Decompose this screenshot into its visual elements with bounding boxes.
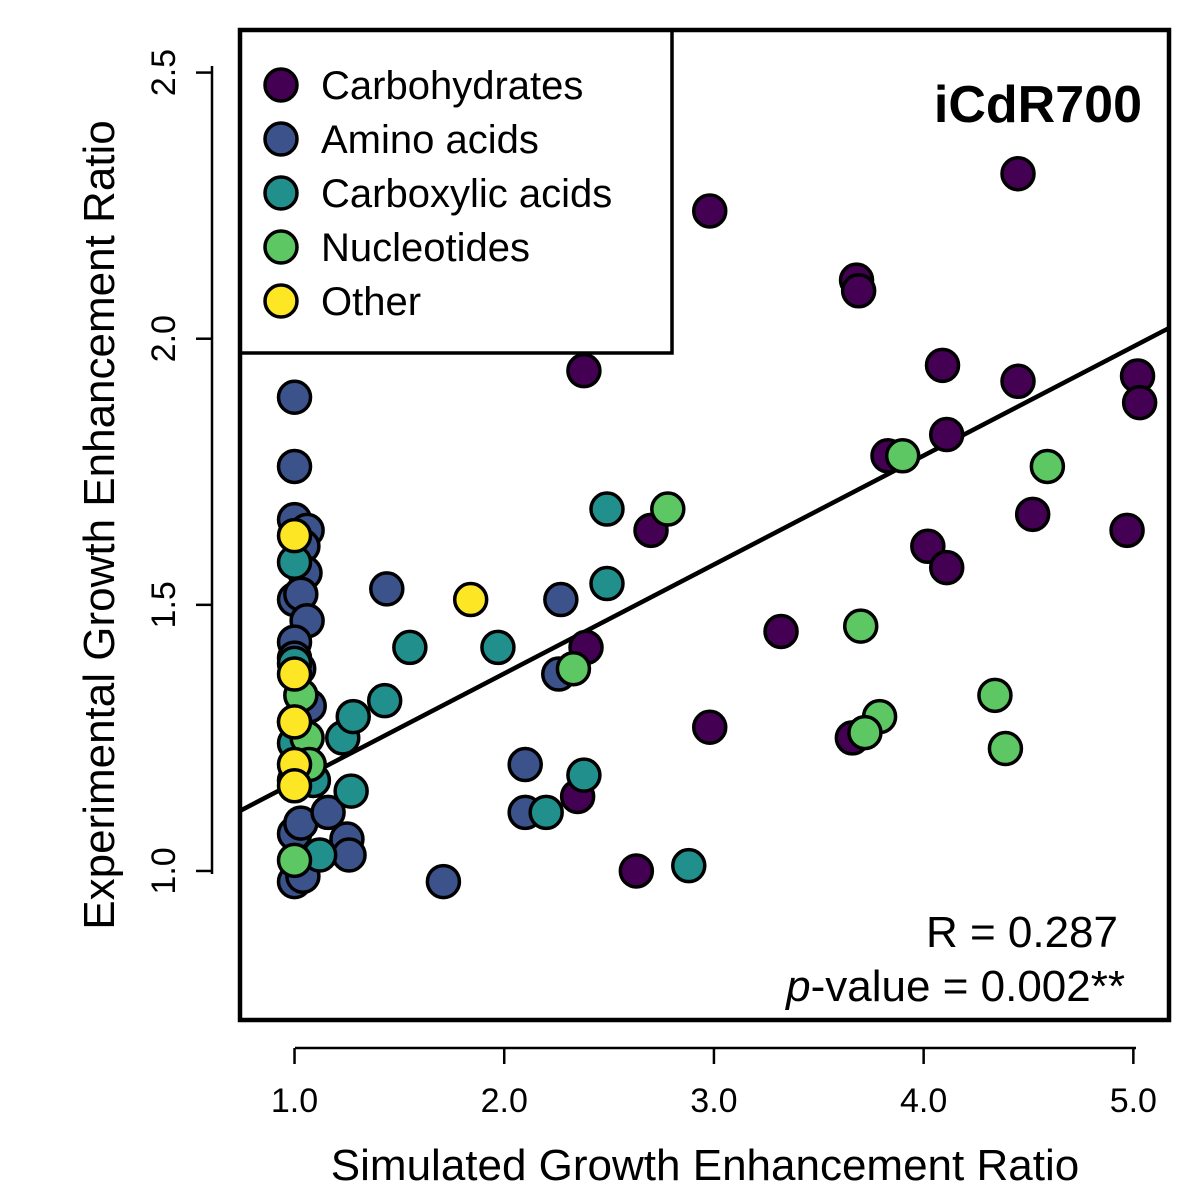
regression-line — [238, 326, 1171, 813]
data-point-amino-acids — [276, 448, 313, 485]
data-points — [276, 155, 1158, 900]
data-point-amino-acids — [425, 863, 462, 900]
legend-marker-amino-acids — [263, 121, 299, 157]
data-point-carboxylic-acids — [335, 698, 371, 735]
data-point-carbohydrates — [924, 347, 961, 384]
p-italic: p — [784, 962, 810, 1011]
plot-frame — [237, 27, 1172, 1023]
data-point-nucleotides — [1029, 448, 1066, 485]
y-tick-label: 2.0 — [145, 315, 183, 362]
legend-marker-carboxylic-acids — [263, 175, 299, 211]
data-point-carbohydrates — [566, 352, 602, 389]
legend-label-nucleotides: Nucleotides — [321, 226, 530, 270]
data-point-other — [276, 656, 313, 692]
legend-marker-other — [263, 283, 299, 319]
data-point-other — [276, 704, 313, 740]
data-point-amino-acids — [543, 581, 579, 618]
data-point-other — [452, 581, 489, 618]
data-point-carbohydrates — [1000, 155, 1036, 192]
data-point-carboxylic-acids — [333, 773, 369, 809]
legend-label-amino-acids: Amino acids — [321, 118, 539, 162]
data-point-carboxylic-acids — [566, 757, 602, 793]
data-point-amino-acids — [331, 837, 367, 873]
y-axis-ticks: 1.0 1.5 2.0 2.5 — [145, 49, 212, 895]
data-point-carboxylic-acids — [589, 491, 625, 527]
data-point-carbohydrates — [1109, 512, 1145, 549]
data-point-carbohydrates — [618, 853, 655, 889]
data-point-nucleotides — [555, 650, 592, 687]
p-value-rest: -value = 0.002** — [811, 962, 1125, 1011]
data-point-carbohydrates — [928, 416, 965, 453]
data-point-carboxylic-acids — [480, 629, 516, 666]
x-tick-label: 2.0 — [481, 1082, 528, 1120]
legend-marker-nucleotides — [263, 229, 299, 265]
legend-label-carboxylic-acids: Carboxylic acids — [321, 172, 612, 216]
y-axis-title: Experimental Growth Enhancement Ratio — [75, 120, 124, 930]
data-point-nucleotides — [987, 730, 1024, 767]
x-tick-label: 1.0 — [271, 1082, 318, 1120]
x-tick-label: 3.0 — [690, 1082, 737, 1120]
data-point-carboxylic-acids — [528, 794, 564, 831]
x-axis-title: Simulated Growth Enhancement Ratio — [331, 1141, 1079, 1190]
y-tick-label: 1.0 — [145, 847, 183, 894]
data-point-carboxylic-acids — [671, 847, 707, 884]
data-point-carboxylic-acids — [392, 629, 428, 666]
panel-title: iCdR700 — [934, 76, 1142, 134]
data-point-carboxylic-acids — [589, 565, 625, 602]
data-point-amino-acids — [369, 571, 405, 607]
data-point-nucleotides — [884, 438, 921, 474]
data-point-nucleotides — [276, 842, 313, 879]
data-point-nucleotides — [842, 608, 879, 644]
data-point-nucleotides — [977, 677, 1013, 714]
p-value-text: p-value = 0.002** — [784, 962, 1125, 1011]
data-point-carbohydrates — [1121, 384, 1158, 421]
data-point-carbohydrates — [928, 549, 965, 586]
y-axis: 1.0 1.5 2.0 2.5 Experimental Growth Enhance… — [75, 49, 214, 930]
x-axis-ticks: 1.0 2.0 3.0 4.0 5.0 — [271, 1048, 1157, 1120]
data-point-carbohydrates — [840, 273, 877, 309]
legend-box — [238, 28, 674, 355]
data-point-amino-acids — [276, 379, 313, 416]
x-tick-label: 5.0 — [1110, 1082, 1157, 1120]
data-point-carbohydrates — [1014, 496, 1051, 533]
x-axis: 1.0 2.0 3.0 4.0 5.0 Simulated Growth Enhance… — [271, 1046, 1157, 1190]
data-point-amino-acids — [310, 794, 346, 831]
data-point-amino-acids — [507, 746, 543, 783]
legend-label-other: Other — [321, 280, 421, 324]
legend-label-carbohydrates: Carbohydrates — [321, 64, 583, 108]
data-point-nucleotides — [650, 491, 686, 527]
data-point-other — [276, 517, 313, 554]
y-tick-label: 2.5 — [145, 49, 183, 96]
y-tick-label: 1.5 — [145, 581, 183, 628]
data-point-other — [276, 768, 313, 804]
correlation-text: R = 0.287 — [926, 908, 1118, 957]
data-point-nucleotides — [847, 714, 883, 751]
data-point-carbohydrates — [691, 193, 728, 229]
data-point-carbohydrates — [691, 709, 728, 746]
stats-annotation: R = 0.287 p-value = 0.002** — [784, 908, 1125, 1011]
legend-marker-carbohydrates — [263, 67, 299, 103]
legend: Carbohydrates Amino acids Carboxylic acids… — [238, 28, 674, 355]
x-tick-label: 4.0 — [900, 1082, 947, 1120]
data-point-carbohydrates — [1000, 363, 1036, 400]
data-point-carbohydrates — [763, 613, 799, 650]
data-point-carboxylic-acids — [366, 682, 403, 719]
legend-items: Carbohydrates Amino acids Carboxylic acids… — [263, 64, 612, 324]
